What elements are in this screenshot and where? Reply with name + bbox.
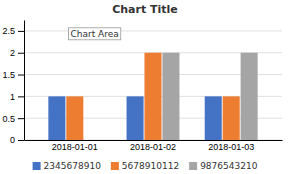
chart: Chart Title00.511.522.52018-01-012018-01… [0, 0, 290, 174]
tick-label: 2018-01-01 [52, 142, 98, 152]
legend-swatch [111, 162, 119, 170]
bars [48, 53, 257, 140]
tick-label: 2 [10, 48, 15, 58]
tick-label: 2.5 [2, 26, 15, 36]
legend-label: 9876543210 [200, 161, 258, 171]
tick-label: 2018-01-03 [208, 142, 254, 152]
legend-item: 5678910112 [111, 161, 179, 171]
tick-mark [18, 75, 24, 76]
bar [205, 96, 222, 140]
bar [162, 53, 179, 140]
tick: 1 [10, 92, 24, 102]
grid [24, 31, 282, 140]
bar [127, 96, 144, 140]
annotation-text: Chart Area [70, 29, 118, 39]
tick-label: 0.5 [2, 114, 15, 124]
axis-line [25, 140, 283, 141]
annotation: Chart Area [68, 28, 120, 40]
bar [144, 53, 161, 140]
legend-swatch [33, 162, 41, 170]
tick-label: 1 [10, 92, 15, 102]
tick: 2018-01-02 [130, 142, 176, 152]
bar [48, 96, 65, 140]
bar [66, 96, 83, 140]
bar-series [162, 53, 257, 140]
bar [241, 53, 258, 140]
tick-label: 0 [10, 135, 15, 145]
tick: 0.5 [2, 114, 24, 124]
tick: 2018-01-01 [52, 142, 98, 152]
bar [84, 140, 101, 141]
bar-series [48, 96, 221, 140]
axis-line [24, 21, 25, 141]
tick: 0 [10, 135, 24, 145]
tick-mark [18, 96, 24, 97]
legend: 2345678910 5678910112 9876543210 [33, 161, 258, 171]
bar [223, 96, 240, 140]
y-axis: 0 0.5 1 1.5 2 2.5 [2, 21, 24, 146]
tick: 2 [10, 48, 24, 58]
legend-item: 2345678910 [33, 161, 102, 171]
tick-mark [18, 53, 24, 54]
tick: 1.5 [2, 70, 24, 80]
tick-mark [18, 31, 24, 32]
tick-mark [18, 118, 24, 119]
title: Chart Title [112, 3, 178, 16]
legend-label: 2345678910 [44, 161, 102, 171]
legend-swatch [189, 162, 197, 170]
annotation-box [68, 28, 120, 40]
tick: 2018-01-03 [208, 142, 254, 152]
tick-label: 2018-01-02 [130, 142, 176, 152]
legend-item: 9876543210 [189, 161, 258, 171]
x-axis: 2018-01-01 2018-01-02 2018-01-03 [25, 141, 283, 153]
bar-series [66, 53, 239, 140]
legend-label: 5678910112 [122, 161, 179, 171]
tick-label: 1.5 [2, 70, 15, 80]
tick: 2.5 [2, 26, 24, 36]
grid-line [24, 30, 282, 31]
plot: 00.511.522.52018-01-012018-01-022018-01-… [2, 21, 282, 153]
tick-mark [18, 140, 24, 141]
